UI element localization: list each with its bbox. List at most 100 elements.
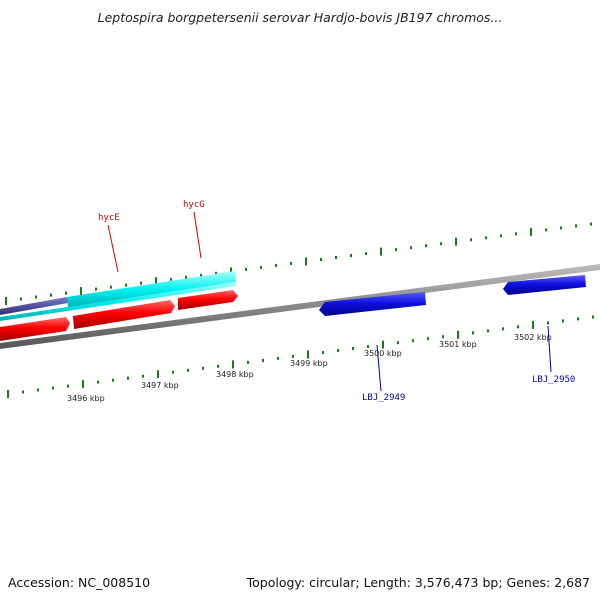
- minor-tick: [335, 256, 337, 259]
- gene-label-lbj2949: LBJ_2949: [362, 393, 405, 403]
- red-gene-hycg: [178, 290, 238, 310]
- minor-tick: [35, 295, 37, 299]
- minor-tick: [292, 355, 294, 358]
- minor-tick: [562, 319, 564, 323]
- minor-tick: [65, 291, 67, 295]
- tick-label-3501: 3501 kbp: [439, 340, 477, 349]
- minor-tick: [187, 368, 189, 372]
- minor-tick: [247, 360, 249, 364]
- tick-label-3500: 3500 kbp: [364, 349, 402, 358]
- minor-tick: [277, 356, 279, 360]
- major-tick: [530, 227, 532, 236]
- cyan-gene-band: [0, 282, 236, 321]
- minor-tick: [112, 378, 114, 382]
- major-tick: [5, 297, 7, 305]
- tick-label-3496: 3496 kbp: [67, 394, 105, 403]
- minor-tick: [50, 293, 52, 297]
- minor-tick: [22, 390, 24, 394]
- minor-tick: [245, 267, 247, 271]
- minor-tick: [485, 236, 487, 240]
- tick-label-3498: 3498 kbp: [216, 370, 254, 379]
- minor-tick: [397, 341, 399, 345]
- red-gene-hyce: [73, 300, 175, 329]
- minor-tick: [185, 275, 187, 279]
- blue-gene-lbj2950: [503, 275, 586, 295]
- major-tick: [157, 370, 159, 379]
- minor-tick: [367, 345, 369, 349]
- major-tick: [455, 237, 457, 246]
- major-tick: [82, 380, 84, 389]
- gene-label-hycg: hycG: [183, 200, 205, 210]
- cyan-gene: [67, 271, 236, 308]
- minor-tick: [425, 244, 427, 248]
- minor-tick: [470, 238, 472, 242]
- minor-tick: [262, 358, 264, 362]
- minor-tick: [320, 258, 322, 261]
- major-tick: [155, 277, 157, 286]
- minor-tick: [440, 242, 442, 246]
- minor-tick: [260, 265, 262, 269]
- major-tick: [80, 287, 82, 296]
- minor-tick: [575, 224, 577, 228]
- minor-tick: [547, 321, 549, 325]
- gene-label-lbj2950: LBJ_2950: [532, 375, 575, 385]
- minor-tick: [322, 351, 324, 354]
- tick-labels: 3496 kbp 3497 kbp 3498 kbp 3499 kbp 3500…: [67, 333, 552, 403]
- gene-labels: hycE hycG LBJ_2949 LBJ_2950: [98, 200, 575, 403]
- lbj2949-leader: [376, 344, 382, 392]
- hycg-leader: [193, 211, 202, 259]
- tick-label-3499: 3499 kbp: [290, 359, 328, 368]
- map-title: Leptospira borgpetersenii serovar Hardjo…: [97, 10, 503, 25]
- minor-tick: [200, 273, 202, 277]
- minor-tick: [410, 246, 412, 250]
- major-tick: [232, 360, 234, 369]
- red-gene-track: [0, 290, 238, 341]
- minor-tick: [592, 315, 594, 319]
- minor-tick: [95, 287, 97, 291]
- minor-tick: [337, 349, 339, 352]
- major-tick: [457, 330, 459, 339]
- minor-tick: [517, 325, 519, 329]
- genome-summary-text: Topology: circular; Length: 3,576,473 bp…: [246, 575, 590, 590]
- minor-tick: [442, 335, 444, 339]
- minor-tick: [67, 384, 69, 388]
- minor-tick: [365, 252, 367, 256]
- minor-tick: [412, 339, 414, 343]
- minor-tick: [275, 263, 277, 267]
- major-tick: [382, 340, 384, 349]
- minor-tick: [170, 277, 172, 281]
- blue-gene-lbj2949: [319, 292, 426, 316]
- gene-label-hyce: hycE: [98, 213, 120, 223]
- major-tick: [307, 350, 309, 359]
- major-tick: [380, 247, 382, 256]
- red-gene: [0, 317, 70, 341]
- backbone: [0, 264, 600, 349]
- blue-gene-track: [319, 275, 586, 316]
- minor-tick: [97, 380, 99, 384]
- lower-tick-track: [7, 315, 594, 398]
- minor-tick: [395, 248, 397, 252]
- minor-tick: [352, 347, 354, 351]
- minor-tick: [142, 374, 144, 378]
- upper-tick-track: [5, 222, 592, 305]
- minor-tick: [427, 337, 429, 341]
- minor-tick: [215, 271, 217, 275]
- major-tick: [230, 267, 232, 276]
- hyce-leader: [107, 224, 119, 273]
- minor-tick: [290, 262, 292, 265]
- tick-label-3502: 3502 kbp: [514, 333, 552, 342]
- minor-tick: [350, 254, 352, 258]
- minor-tick: [37, 388, 39, 392]
- minor-tick: [127, 376, 129, 380]
- minor-tick: [52, 386, 54, 390]
- minor-tick: [545, 228, 547, 232]
- lbj2950-leader: [547, 325, 552, 373]
- purple-gene: [0, 297, 68, 315]
- minor-tick: [217, 364, 219, 368]
- minor-tick: [560, 226, 562, 230]
- minor-tick: [487, 329, 489, 333]
- minor-tick: [472, 331, 474, 335]
- minor-tick: [590, 222, 592, 226]
- minor-tick: [172, 370, 174, 374]
- minor-tick: [125, 283, 127, 287]
